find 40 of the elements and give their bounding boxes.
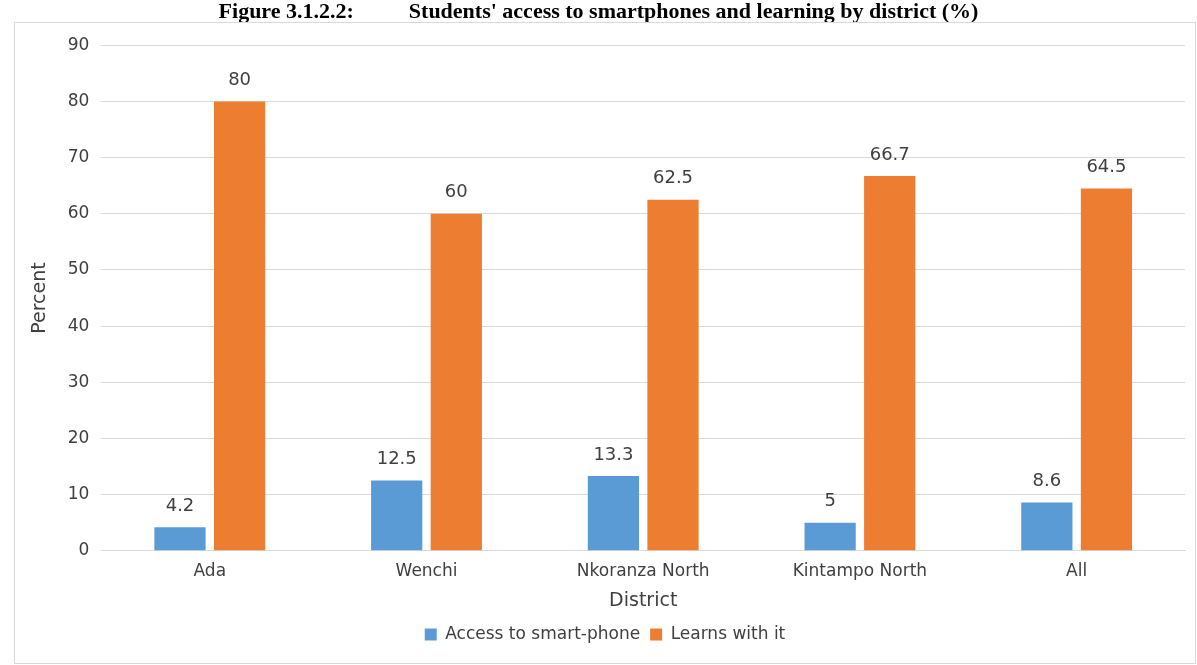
data-label: 62.5 xyxy=(652,166,694,188)
bar xyxy=(430,213,482,551)
data-label: 64.5 xyxy=(1086,155,1127,177)
data-label: 8.6 xyxy=(1032,469,1062,491)
x-tick-label: Ada xyxy=(193,560,227,581)
x-tick-label: Kintampo North xyxy=(792,560,928,581)
y-tick-label: 80 xyxy=(67,89,90,110)
x-tick-label: All xyxy=(1066,560,1088,581)
legend-label: Learns with it xyxy=(670,622,786,643)
bar xyxy=(587,476,640,551)
bar xyxy=(647,199,699,551)
x-tick-label: Nkoranza North xyxy=(576,560,710,581)
bar xyxy=(1021,502,1073,551)
y-tick-label: 40 xyxy=(67,314,90,335)
y-tick-label: 0 xyxy=(78,539,90,560)
y-tick-label: 70 xyxy=(67,145,90,166)
data-label: 12.5 xyxy=(376,447,417,469)
chart-title: Figure 3.1.2.2: Students' access to smartphones and learning by district (%) xyxy=(217,0,980,23)
bar xyxy=(804,522,856,551)
y-tick-label: 60 xyxy=(67,202,90,223)
data-label: 60 xyxy=(444,180,468,202)
legend-label: Access to smart-phone xyxy=(445,622,641,643)
x-tick-label: Wenchi xyxy=(395,560,458,581)
data-label: 5 xyxy=(824,489,836,511)
bar xyxy=(864,176,916,551)
y-tick-label: 90 xyxy=(67,33,90,54)
x-axis-title: District xyxy=(609,587,678,610)
y-axis-title: Percent xyxy=(27,262,50,334)
bar xyxy=(1080,188,1133,551)
bar xyxy=(371,480,423,551)
y-tick-label: 10 xyxy=(67,483,90,504)
data-label: 4.2 xyxy=(165,493,195,515)
y-tick-label: 20 xyxy=(67,426,90,447)
y-tick-label: 30 xyxy=(67,370,90,391)
bar xyxy=(213,101,266,551)
y-tick-label: 50 xyxy=(67,258,90,279)
data-label: 80 xyxy=(228,68,252,90)
data-label: 66.7 xyxy=(869,142,910,164)
bar xyxy=(154,527,206,551)
data-label: 13.3 xyxy=(593,442,634,464)
